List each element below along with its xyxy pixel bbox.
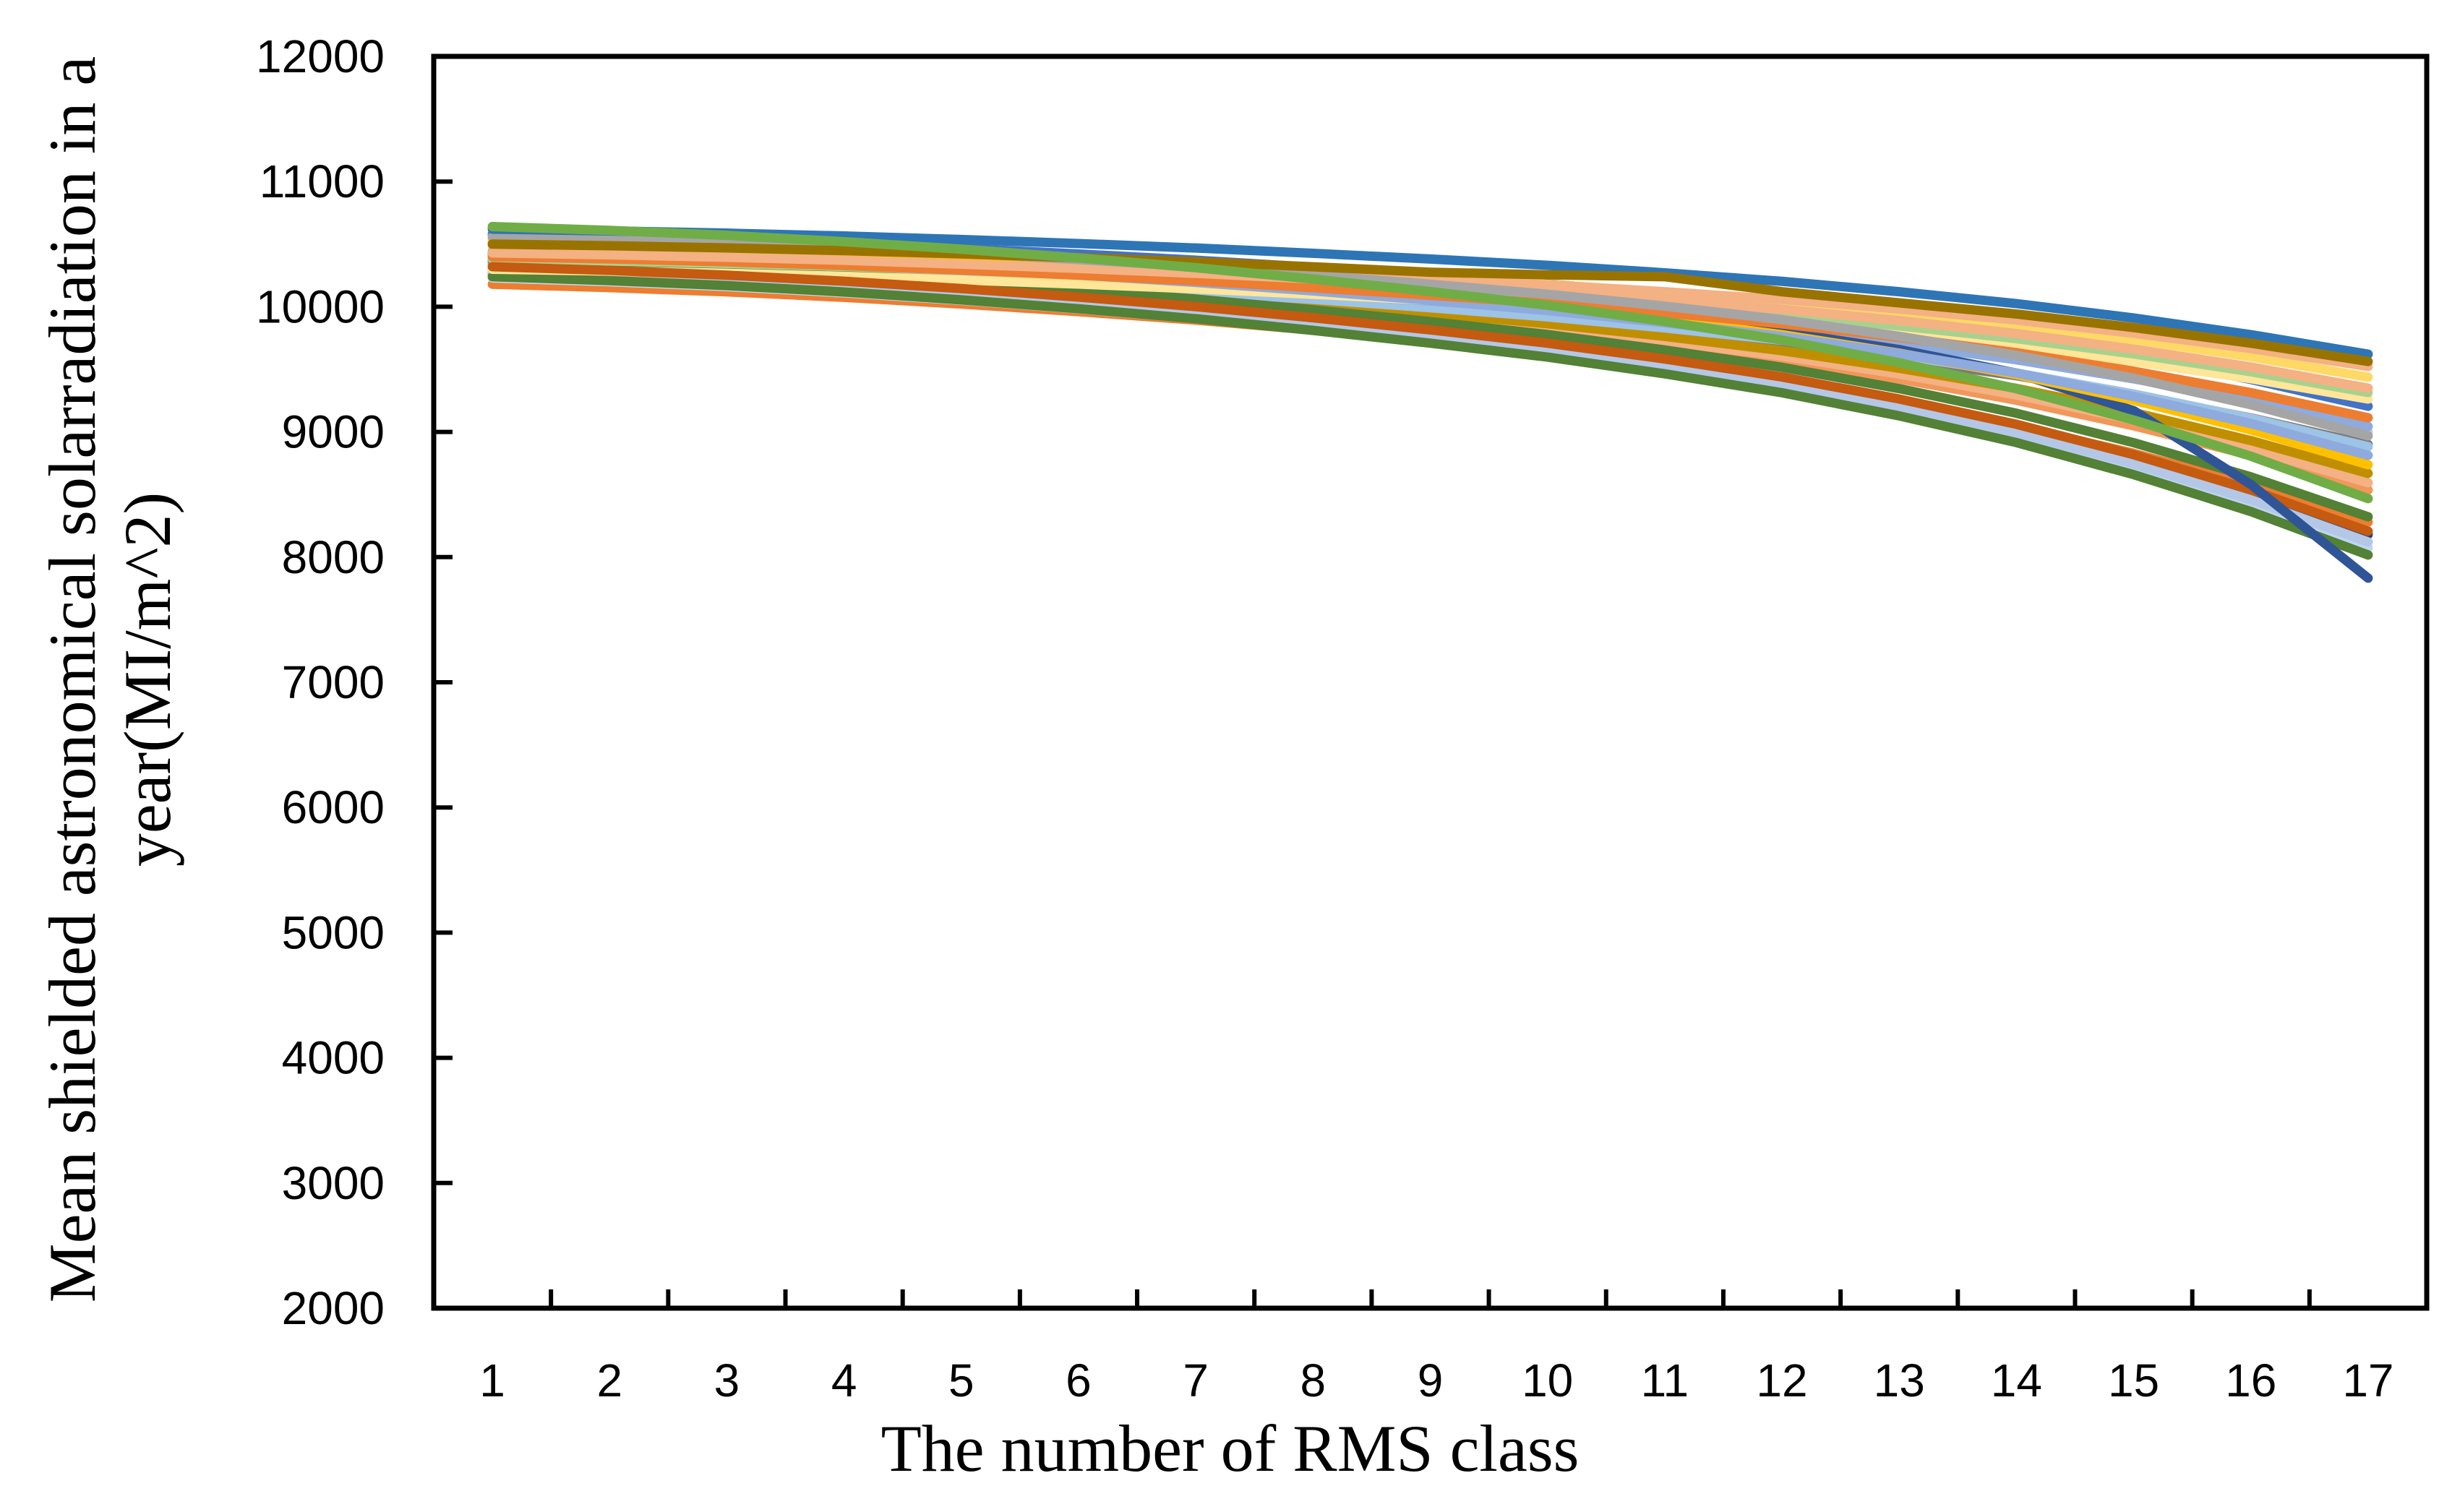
x-tick-label: 17 — [2342, 1354, 2393, 1406]
y-tick-label: 11000 — [260, 155, 385, 207]
y-tick-label: 3000 — [282, 1157, 385, 1209]
x-tick-label: 6 — [1066, 1354, 1092, 1406]
y-tick-label: 7000 — [282, 656, 385, 708]
series-line-s28 — [487, 222, 2373, 504]
x-tick-label: 5 — [948, 1354, 974, 1406]
x-tick-label: 2 — [596, 1354, 622, 1406]
x-tick-label: 3 — [714, 1354, 740, 1406]
y-tick-label: 4000 — [282, 1032, 385, 1084]
series-line-s14 — [487, 272, 2373, 560]
y-axis-title: Mean shielded astronomical solarradiatio… — [35, 56, 185, 1302]
y-axis-title-line1: Mean shielded astronomical solarradiatio… — [35, 56, 109, 1303]
y-axis-title-line2: year(MI/m^2) — [111, 491, 184, 867]
x-tick-label: 11 — [1641, 1354, 1689, 1406]
x-tick-label: 14 — [1991, 1354, 2042, 1406]
x-tick-label: 7 — [1183, 1354, 1209, 1406]
y-tick-label: 2000 — [282, 1282, 385, 1334]
series-line-s27 — [487, 239, 2373, 366]
y-tick-label: 6000 — [282, 781, 385, 833]
x-tick-label: 13 — [1874, 1354, 1925, 1406]
x-tick-label: 1 — [479, 1354, 505, 1406]
x-tick-label: 12 — [1756, 1354, 1807, 1406]
x-tick-label: 9 — [1418, 1354, 1444, 1406]
x-tick-label: 4 — [831, 1354, 857, 1406]
x-tick-label: 15 — [2108, 1354, 2159, 1406]
y-tick-label: 8000 — [282, 531, 385, 583]
y-tick-label: 10000 — [256, 280, 385, 332]
x-tick-label: 8 — [1300, 1354, 1327, 1406]
series-line-s19 — [487, 262, 2373, 536]
series-line-s7 — [487, 267, 2373, 547]
x-axis-title: The number of RMS class — [880, 1412, 1580, 1485]
y-tick-label: 9000 — [282, 406, 385, 458]
y-tick-label: 12000 — [256, 30, 385, 82]
x-tick-label: 16 — [2225, 1354, 2276, 1406]
y-tick-label: 5000 — [282, 906, 385, 958]
x-tick-label: 10 — [1522, 1354, 1573, 1406]
